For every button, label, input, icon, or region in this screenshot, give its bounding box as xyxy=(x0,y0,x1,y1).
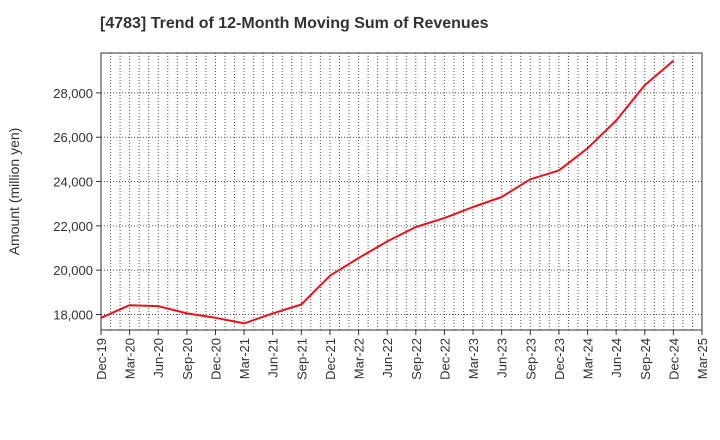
x-tick-label: Sep-23 xyxy=(523,338,538,380)
x-tick-label: Mar-22 xyxy=(352,338,367,379)
y-axis-label: Amount (million yen) xyxy=(6,128,22,256)
x-tick-label: Jun-22 xyxy=(380,338,395,378)
x-tick-label: Dec-23 xyxy=(552,338,567,380)
x-tick-label: Mar-21 xyxy=(237,338,252,379)
y-tick-label: 24,000 xyxy=(53,175,93,190)
x-tick-label: Sep-20 xyxy=(180,338,195,380)
x-tick-label: Jun-23 xyxy=(495,338,510,378)
y-tick-label: 22,000 xyxy=(53,219,93,234)
x-tick-label: Mar-24 xyxy=(581,338,596,379)
x-tick-label: Dec-20 xyxy=(208,338,223,380)
x-tick-label: Mar-20 xyxy=(123,338,138,379)
x-tick-label: Jun-24 xyxy=(609,338,624,378)
x-tick-label: Dec-19 xyxy=(94,338,109,380)
series-line xyxy=(100,60,675,325)
x-tick-label: Sep-22 xyxy=(409,338,424,380)
x-tick-label: Sep-21 xyxy=(294,338,309,380)
y-tick-label: 18,000 xyxy=(53,307,93,322)
x-tick-label: Jun-21 xyxy=(266,338,281,378)
x-tick-label: Sep-24 xyxy=(638,338,653,380)
x-tick-label: Jun-20 xyxy=(151,338,166,378)
x-tick-label: Mar-25 xyxy=(695,338,710,379)
x-tick-label: Dec-24 xyxy=(666,338,681,380)
chart-title: [4783] Trend of 12-Month Moving Sum of R… xyxy=(100,15,489,32)
x-tick-label: Dec-22 xyxy=(437,338,452,380)
y-tick-label: 20,000 xyxy=(53,263,93,278)
plot-area-frame xyxy=(100,52,703,331)
x-tick-label: Mar-23 xyxy=(466,338,481,379)
y-tick-label: 26,000 xyxy=(53,130,93,145)
x-tick-label: Dec-21 xyxy=(323,338,338,380)
y-tick-label: 28,000 xyxy=(53,86,93,101)
